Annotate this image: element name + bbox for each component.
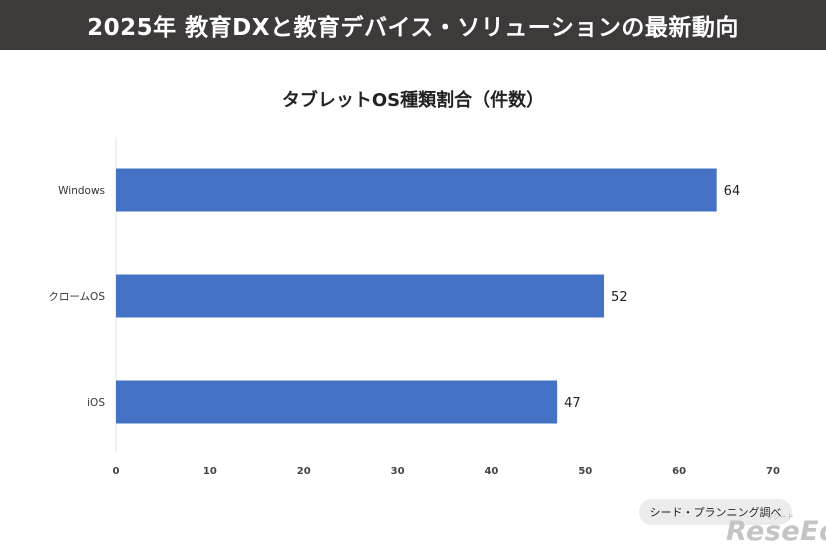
x-tick-label: 40 — [484, 466, 498, 477]
x-tick-label: 10 — [203, 466, 217, 477]
x-tick-label: 20 — [297, 466, 311, 477]
banner: 2025年 教育DXと教育デバイス・ソリューションの最新動向 — [0, 0, 826, 50]
category-label: クロームOS — [48, 291, 105, 303]
banner-title: 2025年 教育DXと教育デバイス・ソリューションの最新動向 — [87, 15, 739, 41]
bar — [116, 168, 717, 212]
logo-text: ReseEd — [726, 516, 826, 547]
reseed-logo: ReseEd リシード — [726, 512, 826, 548]
source-label: シード・プランニング調べ — [649, 506, 782, 519]
bar — [116, 274, 605, 318]
x-tick-label: 50 — [578, 466, 592, 477]
x-tick-label: 30 — [391, 466, 405, 477]
source-badge: シード・プランニング調べ — [639, 499, 792, 525]
logo-subtext: リシード — [766, 513, 794, 521]
x-tick-label: 70 — [766, 466, 780, 477]
category-label: iOS — [87, 397, 105, 409]
data-label: 64 — [724, 184, 741, 199]
data-label: 52 — [611, 290, 628, 305]
x-tick-label: 60 — [672, 466, 686, 477]
x-tick-label: 0 — [113, 466, 120, 477]
bar — [116, 380, 558, 424]
data-label: 47 — [564, 396, 581, 411]
category-label: Windows — [58, 185, 105, 197]
chart-title: タブレットOS種類割合（件数） — [281, 90, 545, 111]
